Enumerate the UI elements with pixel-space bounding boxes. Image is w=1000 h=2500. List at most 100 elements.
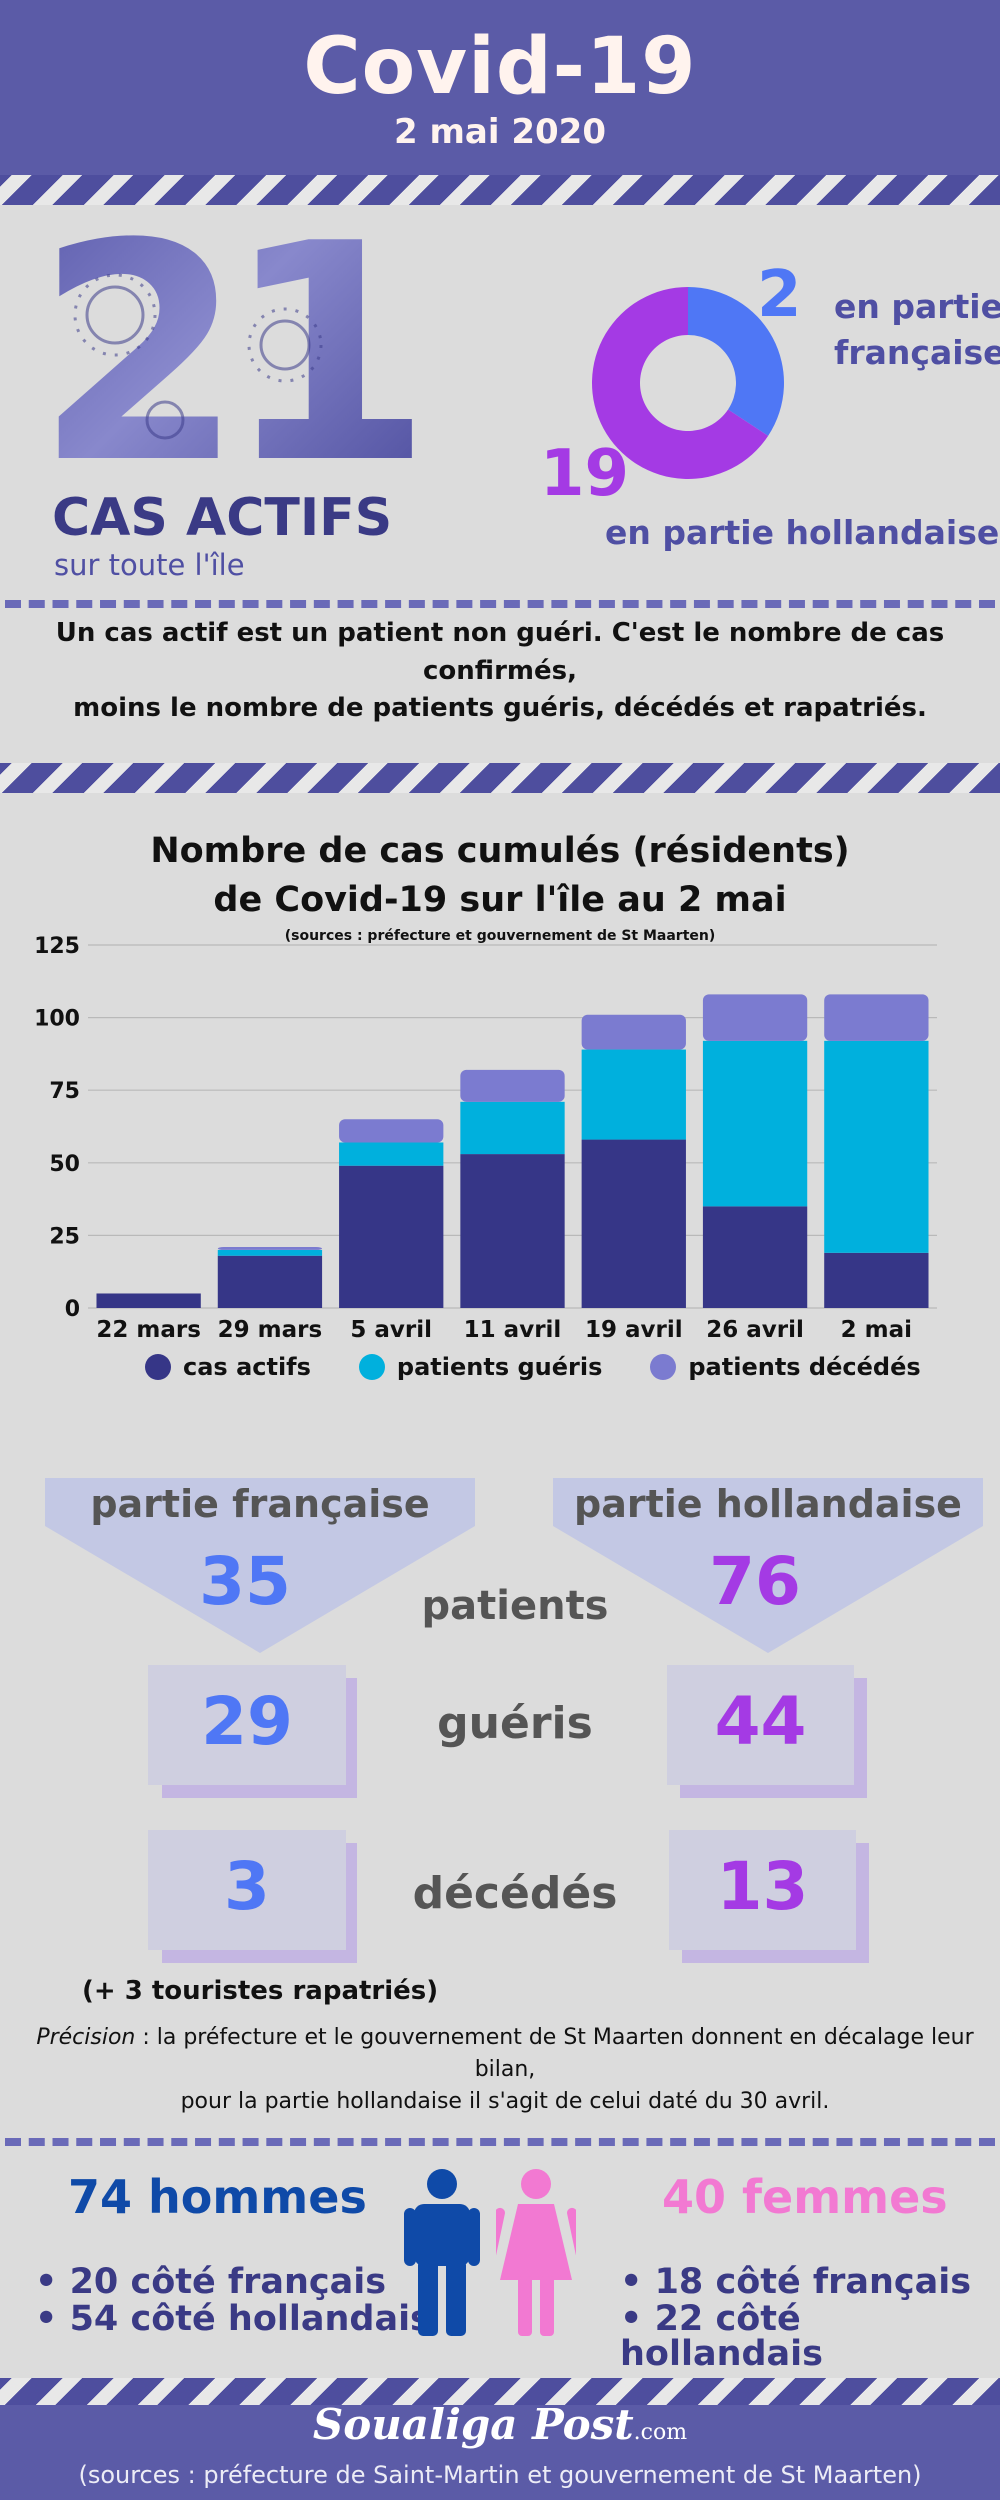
- bar-segment: [824, 994, 929, 1041]
- french-gueris-number: 29: [201, 1683, 293, 1760]
- donut-dutch-count: 19: [540, 437, 630, 511]
- bar-segment: [217, 1247, 323, 1250]
- french-label-line1: en partie: [834, 287, 1000, 326]
- woman-icon: [496, 2169, 576, 2336]
- women-fr-item: • 18 côté français: [620, 2262, 972, 2302]
- bar-segment: [581, 1049, 686, 1140]
- dashed-divider-gender: [5, 2138, 995, 2146]
- y-tick-label: 125: [34, 934, 80, 959]
- bar-segment: [581, 1014, 686, 1050]
- french-decedes-box: [148, 1830, 346, 1950]
- stripe-divider-top: [0, 175, 1000, 205]
- french-gueris-box: [148, 1665, 346, 1785]
- donut-french-count: 2: [757, 258, 802, 332]
- bar-segment: [217, 1249, 323, 1256]
- brand-logo: Soualiga Post.com: [312, 2400, 688, 2449]
- dutch-decedes-box: [669, 1830, 856, 1950]
- bar-segment: [702, 1206, 808, 1308]
- donut-slice-french: [688, 287, 784, 436]
- french-decedes-number: 3: [224, 1848, 270, 1925]
- x-tick-label: 22 mars: [96, 1317, 201, 1343]
- french-header-shape: [45, 1478, 475, 1653]
- x-tick-label: 11 avril: [464, 1317, 562, 1343]
- bar-segment: [339, 1119, 444, 1143]
- gueris-label: guéris: [437, 1698, 593, 1749]
- x-tick-label: 29 mars: [218, 1317, 323, 1343]
- tourists-note: (+ 3 touristes rapatriés): [82, 1976, 439, 2006]
- dutch-header-shape: [553, 1478, 983, 1653]
- bar-segment: [339, 1165, 444, 1308]
- donut-french-label: en partie française: [834, 284, 1000, 376]
- active-case-definition: Un cas actif est un patient non guéri. C…: [0, 615, 1000, 728]
- x-tick-label: 26 avril: [706, 1317, 804, 1343]
- x-tick-label: 5 avril: [350, 1317, 432, 1343]
- patients-label: patients: [421, 1583, 609, 1629]
- active-cases-label: CAS ACTIFS: [52, 488, 393, 548]
- precision-note: Précision : la préfecture et le gouverne…: [10, 2022, 1000, 2118]
- dutch-patients-number: 76: [709, 1543, 801, 1620]
- bar-segment: [702, 1040, 808, 1207]
- page-date: 2 mai 2020: [394, 112, 606, 152]
- active-cases-sublabel: sur toute l'île: [54, 548, 245, 582]
- dutch-gueris-box: [667, 1665, 854, 1785]
- bar-segment: [824, 1252, 929, 1308]
- active-total-number: 21: [35, 180, 433, 529]
- bar-segment: [96, 1293, 201, 1308]
- chart-legend: cas actifs patients guéris patients décé…: [145, 1353, 921, 1381]
- french-label-line2: française: [834, 333, 1000, 373]
- man-icon: [404, 2169, 480, 2336]
- legend-active: cas actifs: [145, 1353, 311, 1381]
- y-tick-label: 75: [49, 1079, 80, 1104]
- bar-segment: [581, 1139, 686, 1308]
- legend-recovered: patients guéris: [358, 1353, 602, 1381]
- bar-segment: [824, 1040, 929, 1253]
- bar-segment: [702, 994, 808, 1041]
- decedes-label: décédés: [412, 1868, 618, 1919]
- stripe-divider-middle: [0, 763, 1000, 793]
- chart-title: Nombre de cas cumulés (résidents) de Cov…: [0, 827, 1000, 925]
- footer-sources: (sources : préfecture de Saint-Martin et…: [78, 2461, 922, 2489]
- donut-slice-dutch: [592, 287, 769, 479]
- definition-line1: Un cas actif est un patient non guéri. C…: [55, 618, 945, 686]
- chart-title-line2: de Covid-19 sur l'île au 2 mai: [213, 880, 787, 920]
- x-tick-label: 2 mai: [841, 1317, 912, 1343]
- legend-deceased: patients décédés: [650, 1353, 921, 1381]
- chart-subtitle: (sources : préfecture et gouvernement de…: [284, 928, 716, 944]
- active-donut-chart: [592, 287, 784, 479]
- dutch-decedes-number: 13: [716, 1848, 809, 1925]
- precision-line1: : la préfecture et le gouvernement de St…: [135, 2025, 974, 2082]
- cumulative-cases-bar-chart: 0 25 50 75 100 125 22 mars 29 mars 5 avril 11 avr…: [34, 934, 937, 1343]
- header-banner: Covid-19 2 mai 2020: [0, 0, 1000, 175]
- x-tick-label: 19 avril: [585, 1317, 683, 1343]
- y-tick-label: 50: [49, 1152, 80, 1177]
- donut-dutch-label: en partie hollandaise: [605, 513, 1000, 552]
- french-side-heading: partie française: [90, 1482, 430, 1526]
- footer-banner: [0, 2405, 1000, 2500]
- y-tick-label: 100: [34, 1007, 80, 1032]
- y-tick-label: 0: [65, 1297, 80, 1322]
- bar-segment: [460, 1101, 565, 1155]
- definition-line2: moins le nombre de patients guéris, décé…: [73, 693, 927, 724]
- bar-segment: [339, 1142, 444, 1166]
- page-title: Covid-19: [303, 22, 697, 112]
- men-heading: 74 hommes: [68, 2170, 367, 2224]
- dashed-divider: [5, 600, 995, 608]
- bar-segment: [460, 1154, 565, 1308]
- women-nl-item: • 22 côté hollandais: [620, 2299, 823, 2374]
- bar-segment: [217, 1255, 323, 1308]
- men-fr-item: • 20 côté français: [35, 2262, 387, 2302]
- women-breakdown: • 18 côté français • 22 côté hollandais: [620, 2265, 1000, 2374]
- men-breakdown: • 20 côté français • 54 côté hollandais: [35, 2265, 431, 2339]
- women-heading: 40 femmes: [662, 2170, 948, 2224]
- men-nl-item: • 54 côté hollandais: [35, 2299, 431, 2339]
- french-patients-number: 35: [199, 1543, 291, 1620]
- dutch-side-heading: partie hollandaise: [574, 1482, 962, 1526]
- stripe-divider-bottom: [0, 2378, 1000, 2408]
- virus-icon: [73, 273, 323, 440]
- chart-title-line1: Nombre de cas cumulés (résidents): [150, 831, 850, 871]
- dutch-gueris-number: 44: [714, 1683, 807, 1760]
- precision-line2: pour la partie hollandaise il s'agit de …: [180, 2088, 830, 2114]
- y-tick-label: 25: [49, 1224, 80, 1249]
- bar-segment: [460, 1069, 565, 1102]
- precision-word: Précision: [36, 2025, 136, 2050]
